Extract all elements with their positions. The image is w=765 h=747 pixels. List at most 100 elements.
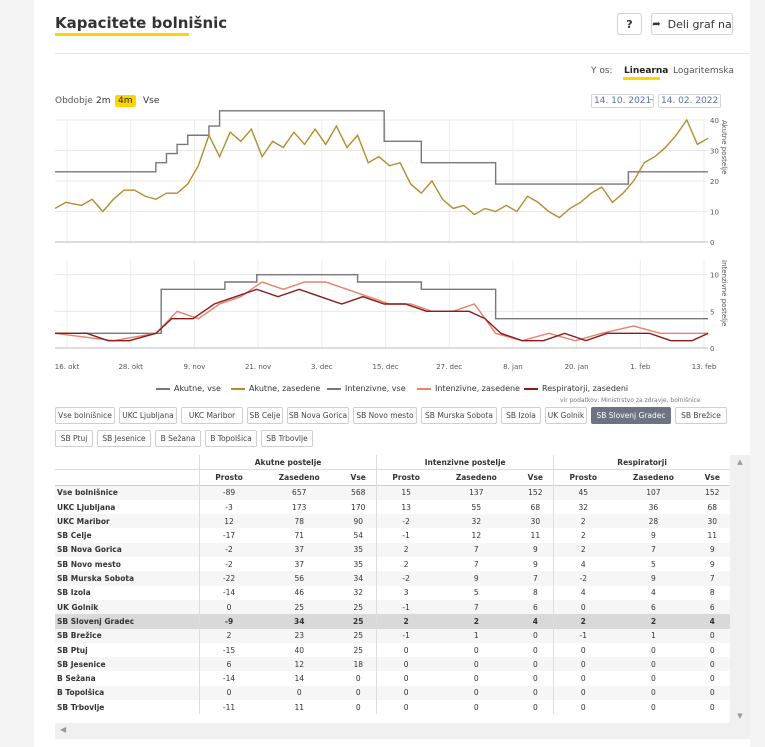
y-option-linear[interactable]: Linearna <box>624 66 669 76</box>
row-label: Vse bolnišnice <box>57 488 118 498</box>
tab-vse-bolni-nice[interactable]: Vse bolnišnice <box>55 407 115 424</box>
scroll-up-icon[interactable]: ▲ <box>737 458 743 466</box>
date-from-input[interactable]: 14. 10. 2021 <box>591 94 655 108</box>
table-cell: 0 <box>553 657 613 672</box>
date-to-input[interactable]: 14. 02. 2022 <box>658 94 722 108</box>
scroll-left-icon[interactable]: ◀ <box>60 725 67 734</box>
table-cell: 1 <box>651 631 656 641</box>
y-tick-label: 0 <box>710 239 714 247</box>
period-2m[interactable]: 2m <box>96 96 111 106</box>
vertical-scrollbar[interactable]: ▲ ▼ <box>730 455 750 723</box>
y-option-log[interactable]: Logaritemska <box>673 66 734 76</box>
column-header[interactable]: Zasedeno <box>632 472 674 482</box>
tab-sb-bre-ice[interactable]: SB Brežice <box>675 407 727 424</box>
column-header[interactable]: Prosto <box>199 469 259 486</box>
table-cell: -2 <box>553 571 613 586</box>
column-header[interactable]: Prosto <box>553 469 613 486</box>
column-header[interactable]: Vse <box>527 472 543 482</box>
row-label: SB Murska Sobota <box>57 574 135 584</box>
tab-b-se-ana[interactable]: B Sežana <box>155 430 201 447</box>
table-cell: 0 <box>376 657 436 672</box>
table-cell: 0 <box>473 645 479 655</box>
period-4m[interactable]: 4m <box>115 95 136 107</box>
tab-sb-izola[interactable]: SB Izola <box>501 407 541 424</box>
table-cell: 2 <box>553 528 613 543</box>
column-header[interactable]: Prosto <box>376 469 436 486</box>
table-row[interactable]: UKC Ljubljana -3 173 170 13 55 68 32 36 68 <box>55 499 730 515</box>
tab-ukc-maribor[interactable]: UKC Maribor <box>181 407 243 424</box>
row-label: SB Celje <box>57 531 92 541</box>
tab-sb-ptuj[interactable]: SB Ptuj <box>55 430 93 447</box>
table-cell: 15 <box>376 485 436 500</box>
table-cell: -3 <box>199 499 259 515</box>
column-header[interactable]: Vse <box>350 472 366 482</box>
column-header[interactable]: Vse <box>704 472 720 482</box>
table-row[interactable]: SB Novo mesto -2 37 35 2 7 9 4 5 9 <box>55 557 730 572</box>
table-cell: 0 <box>355 702 361 712</box>
tab-sb-novo-mesto[interactable]: SB Novo mesto <box>353 407 417 424</box>
x-tick-label: 16. okt <box>55 363 80 371</box>
table-row[interactable]: SB Slovenj Gradec -9 34 25 2 2 4 2 2 4 <box>55 614 730 629</box>
legend-label: Akutne, vse <box>174 384 221 393</box>
table-cell: 9 <box>651 531 656 541</box>
tab-sb-celje[interactable]: SB Celje <box>247 407 283 424</box>
table-cell: 40 <box>294 645 304 655</box>
tab-sb-trbovlje[interactable]: SB Trbovlje <box>261 430 313 447</box>
legend-akutne-vse[interactable]: Akutne, vse <box>156 384 221 393</box>
period-all[interactable]: Vse <box>143 96 160 106</box>
table-row[interactable]: B Topolšica 0 0 0 0 0 0 0 0 0 <box>55 685 730 701</box>
table-cell: 0 <box>709 702 715 712</box>
table-row[interactable]: SB Murska Sobota -22 56 34 -2 9 7 -2 9 7 <box>55 571 730 586</box>
share-button[interactable]: ➦ Deli graf na <box>651 13 733 35</box>
table-cell: 7 <box>651 545 656 555</box>
table-cell: 12 <box>471 531 482 541</box>
table-cell: 7 <box>473 602 479 612</box>
table-row[interactable]: SB Celje -17 71 54 -1 12 11 2 9 11 <box>55 528 730 543</box>
row-label: UK Golnik <box>57 602 99 612</box>
table-cell: 0 <box>532 659 538 669</box>
legend-intenzivne-zasedene[interactable]: Intenzivne, zasedene <box>417 384 520 393</box>
tab-sb-murska-sobota[interactable]: SB Murska Sobota <box>421 407 497 424</box>
table-row[interactable]: SB Izola -14 46 32 3 5 8 4 4 8 <box>55 585 730 600</box>
help-button[interactable]: ? <box>617 13 642 35</box>
table-cell: 9 <box>532 545 538 555</box>
tab-ukc-ljubljana[interactable]: UKC Ljubljana <box>119 407 177 424</box>
legend-intenzivne-vse[interactable]: Intenzivne, vse <box>327 384 406 393</box>
tab-uk-golnik[interactable]: UK Golnik <box>545 407 587 424</box>
table-cell: -1 <box>376 528 436 543</box>
legend-swatch <box>156 387 170 390</box>
row-label: SB Slovenj Gradec <box>57 616 135 626</box>
table-cell: 35 <box>353 559 363 569</box>
table-row[interactable]: UKC Maribor 12 78 90 -2 32 30 2 28 30 <box>55 514 730 529</box>
row-label: UKC Ljubljana <box>57 502 116 512</box>
legend-akutne-zasedene[interactable]: Akutne, zasedene <box>231 384 320 393</box>
table-row[interactable]: UK Golnik 0 25 25 -1 7 6 0 6 6 <box>55 599 730 615</box>
table-cell: 25 <box>353 631 363 641</box>
y-axis-title: Intenzivne postelje <box>720 260 728 326</box>
table-row[interactable]: SB Brežice 2 23 25 -1 1 0 -1 1 0 <box>55 628 730 643</box>
table-row[interactable]: SB Nova Gorica -2 37 35 2 7 9 2 7 9 <box>55 542 730 558</box>
table-cell: 30 <box>530 516 541 526</box>
table-row[interactable]: Vse bolnišnice -89 657 568 15 137 152 45 107 152 <box>55 485 730 500</box>
table-row[interactable]: B Sežana -14 14 0 0 0 0 0 0 0 <box>55 671 730 686</box>
legend-respiratorji[interactable]: Respiratorji, zasedeni <box>524 384 628 393</box>
column-header[interactable]: Zasedeno <box>278 472 320 482</box>
tab-sb-slovenj-gradec[interactable]: SB Slovenj Gradec <box>591 407 671 424</box>
table-cell: 54 <box>353 531 363 541</box>
legend-swatch <box>524 387 538 390</box>
horizontal-scrollbar[interactable]: ◀ <box>55 723 750 739</box>
table-cell: 25 <box>294 602 304 612</box>
table-row[interactable]: SB Trbovlje -11 11 0 0 0 0 0 0 0 <box>55 700 730 715</box>
tab-sb-nova-gorica[interactable]: SB Nova Gorica <box>287 407 349 424</box>
tab-b-topol-ica[interactable]: B Topolšica <box>205 430 257 447</box>
source-note: vir podatkov: Ministrstvo za zdravje, bo… <box>560 397 701 404</box>
table-row[interactable]: SB Jesenice 6 12 18 0 0 0 0 0 0 <box>55 657 730 672</box>
table-cell: 34 <box>293 616 305 626</box>
table-cell: 6 <box>651 602 656 612</box>
column-header[interactable]: Zasedeno <box>455 472 497 482</box>
table-cell: 5 <box>473 588 479 598</box>
scroll-down-icon[interactable]: ▼ <box>737 712 743 720</box>
x-tick-label: 3. dec <box>311 363 333 371</box>
tab-sb-jesenice[interactable]: SB Jesenice <box>97 430 151 447</box>
table-row[interactable]: SB Ptuj -15 40 25 0 0 0 0 0 0 <box>55 642 730 658</box>
